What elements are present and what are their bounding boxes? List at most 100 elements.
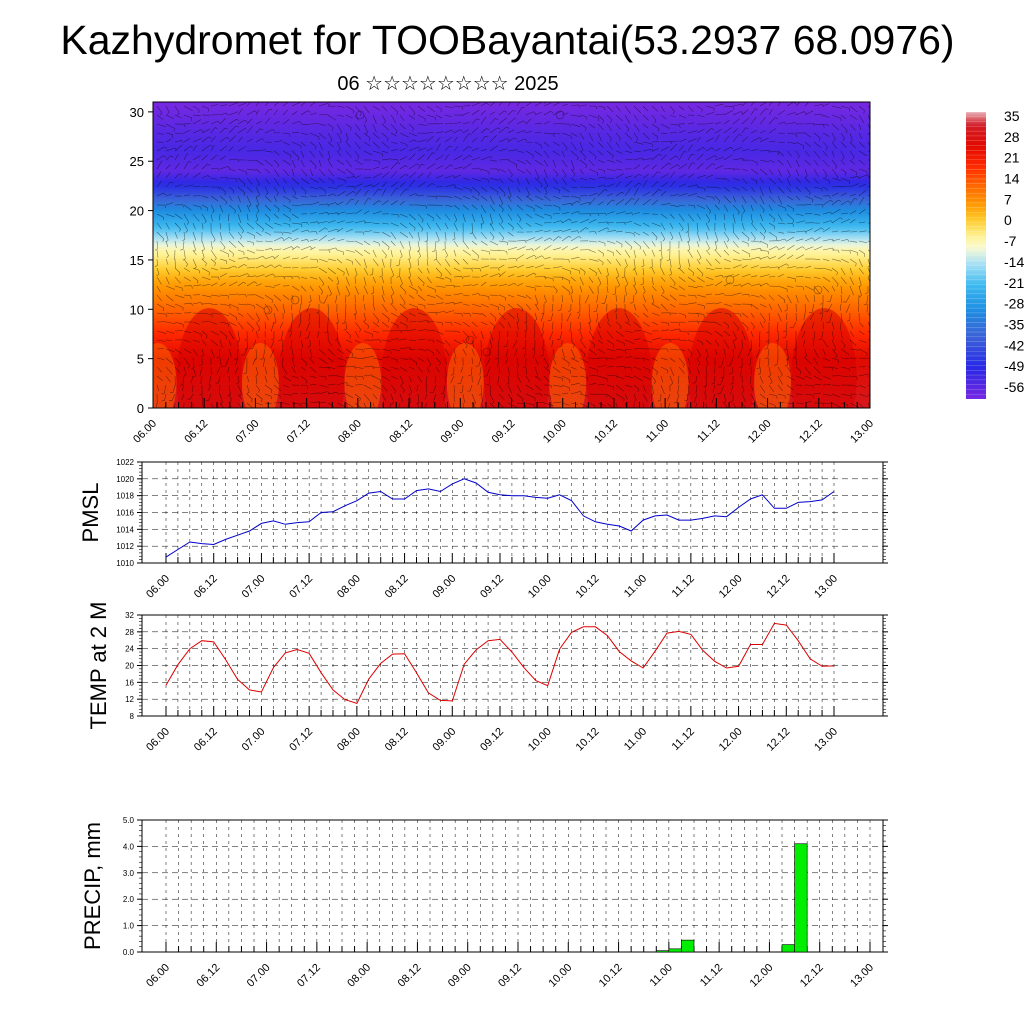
wind-barb [327, 132, 333, 140]
wind-barb [696, 321, 707, 323]
wind-barb-flag [278, 340, 282, 342]
wind-barb [777, 132, 785, 134]
wind-barb [453, 145, 459, 152]
wind-barb [270, 321, 275, 332]
wind-barb [750, 294, 760, 298]
wind-barb [516, 402, 525, 405]
wind-barb [768, 393, 777, 397]
wind-barb [750, 102, 755, 107]
wind-barb [606, 168, 616, 172]
wind-barb [390, 200, 398, 206]
wind-barb [759, 159, 770, 163]
wind-barb-flag [545, 185, 548, 189]
wind-barb [345, 402, 354, 408]
wind-barb [705, 213, 711, 221]
wind-barb [552, 177, 559, 185]
wind-barb [327, 159, 333, 168]
wind-barb [507, 366, 511, 376]
wind-barb-flag [265, 192, 269, 196]
wind-barb [417, 312, 427, 316]
wind-barb-flag [756, 100, 759, 101]
wind-barb [651, 132, 658, 137]
wind-barb [300, 132, 309, 136]
wind-barb-flag [481, 409, 483, 411]
wind-barb [858, 183, 867, 188]
wind-barb-flag [732, 106, 735, 110]
wind-barb [165, 303, 176, 308]
wind-barb-flag [764, 357, 768, 360]
wind-barb-flag [698, 355, 701, 358]
wind-barb [723, 177, 730, 181]
wind-barb-flag [583, 354, 586, 358]
wind-barb [579, 114, 587, 117]
wind-barb-flag [255, 374, 259, 377]
wind-barb-flag [236, 118, 240, 122]
wind-barb [444, 136, 452, 143]
wind-barb [804, 203, 812, 206]
wind-barb [570, 294, 573, 303]
wind-barb [210, 312, 221, 315]
wind-barb [282, 132, 290, 134]
wind-barb [660, 182, 668, 188]
x-tick-label: 08.12 [383, 726, 411, 754]
wind-barb [768, 303, 773, 310]
wind-barb-flag [544, 301, 547, 304]
wind-barb [399, 156, 408, 161]
wind-barb [308, 312, 311, 322]
wind-barb [462, 213, 466, 223]
wind-barb-flag [424, 240, 428, 242]
wind-barb-flag [297, 157, 300, 161]
wind-barb [345, 114, 353, 119]
wind-barb [606, 384, 614, 387]
wind-barb [534, 255, 542, 260]
wind-barb [750, 248, 761, 251]
wind-barb [201, 303, 212, 305]
wind-barb [732, 249, 740, 255]
wind-barb [822, 132, 830, 137]
wind-barb-flag [578, 104, 581, 108]
wind-barb [208, 384, 212, 391]
wind-barb [516, 312, 519, 322]
wind-barb [291, 303, 293, 311]
wind-barb-flag [662, 238, 666, 242]
wind-barb [156, 132, 165, 135]
wind-barb [741, 148, 750, 152]
x-tick-label: 12.12 [764, 726, 792, 754]
wind-barb [255, 109, 260, 116]
wind-barb [156, 258, 158, 266]
wind-barb [516, 204, 524, 211]
wind-barb [642, 330, 653, 335]
wind-barb [777, 213, 783, 222]
wind-barb [534, 229, 544, 233]
wind-barb [759, 177, 764, 184]
wind-barb [786, 384, 794, 391]
cool-patch [549, 343, 587, 408]
wind-barb [588, 231, 596, 233]
wind-barb-flag [207, 175, 211, 178]
wind-barb [435, 267, 443, 275]
wind-barb [606, 267, 609, 276]
wind-barb [435, 366, 440, 373]
wind-barb-flag [718, 200, 721, 204]
wind-barb [507, 402, 518, 408]
wind-barb-flag [287, 330, 291, 332]
wind-barb [255, 222, 264, 230]
wind-barb [372, 114, 377, 124]
wind-barb-flag [289, 218, 291, 222]
wind-barb-flag [572, 345, 575, 348]
wind-barb [462, 195, 471, 200]
wind-barb [732, 177, 740, 181]
wind-barb [237, 393, 243, 400]
wind-barb [155, 402, 158, 408]
wind-barb [678, 267, 685, 274]
wind-barb [597, 105, 605, 108]
cool-patch [651, 343, 689, 408]
wind-barb-flag [418, 256, 421, 259]
wind-barb [540, 312, 545, 322]
wind-barb [849, 384, 859, 388]
wind-barb [534, 384, 542, 391]
wind-barb-flag [304, 191, 307, 195]
wind-barb [840, 239, 848, 242]
wind-barb [336, 123, 343, 133]
wind-barb-flag [730, 400, 734, 403]
